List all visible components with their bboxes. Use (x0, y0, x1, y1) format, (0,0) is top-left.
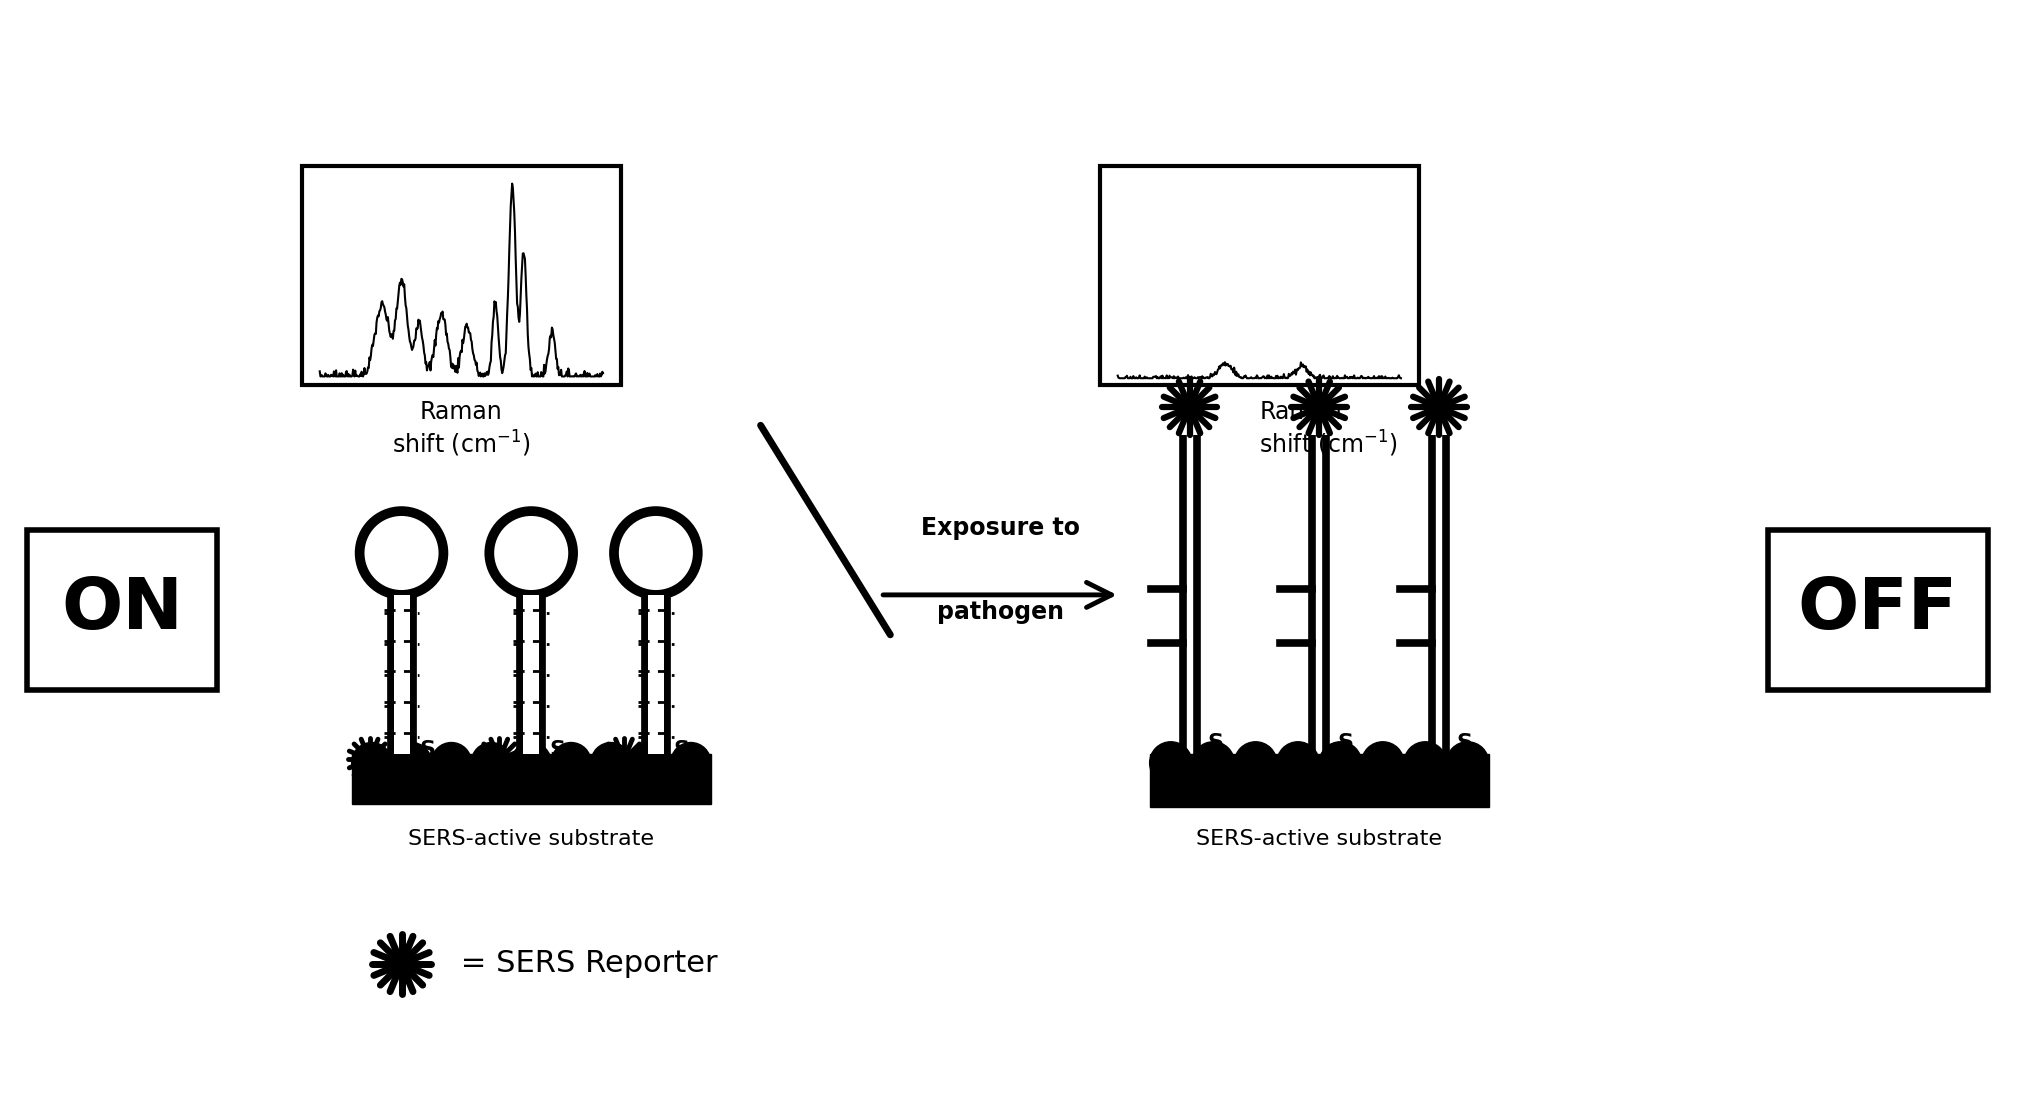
Text: ON: ON (61, 576, 184, 644)
Circle shape (551, 743, 591, 782)
Bar (351, 755, 710, 804)
Text: = SERS Reporter: = SERS Reporter (452, 949, 718, 978)
Text: S: S (1208, 733, 1224, 753)
Bar (1769, 530, 1987, 690)
Circle shape (631, 743, 672, 782)
Text: S: S (674, 739, 690, 759)
Circle shape (672, 743, 710, 782)
Circle shape (1319, 741, 1361, 785)
Text: S: S (420, 739, 436, 759)
Circle shape (591, 743, 631, 782)
Circle shape (371, 523, 432, 583)
Text: OFF: OFF (1797, 576, 1959, 644)
Circle shape (1277, 741, 1319, 785)
Text: S: S (1337, 733, 1353, 753)
Circle shape (351, 743, 391, 782)
Text: SERS-active substrate: SERS-active substrate (407, 829, 654, 850)
Circle shape (625, 523, 686, 583)
Bar (393, 594, 409, 755)
Text: pathogen: pathogen (936, 600, 1063, 624)
Text: Raman
shift (cm$^{-1}$): Raman shift (cm$^{-1}$) (391, 400, 530, 460)
Circle shape (500, 523, 561, 583)
Text: SERS-active substrate: SERS-active substrate (1196, 829, 1442, 850)
Circle shape (391, 743, 432, 782)
Text: S: S (1456, 733, 1472, 753)
Circle shape (510, 743, 551, 782)
Circle shape (1404, 741, 1446, 785)
Circle shape (1192, 741, 1234, 785)
Bar (647, 594, 664, 755)
Circle shape (1446, 741, 1489, 785)
FancyArrowPatch shape (883, 582, 1111, 608)
Bar (522, 594, 539, 755)
Circle shape (1234, 741, 1277, 785)
Bar (303, 166, 621, 386)
Circle shape (1150, 741, 1192, 785)
Circle shape (1361, 741, 1404, 785)
Bar (1150, 755, 1489, 808)
Text: S: S (549, 739, 565, 759)
Text: Raman
shift (cm$^{-1}$): Raman shift (cm$^{-1}$) (1259, 400, 1398, 460)
Bar (1099, 166, 1420, 386)
Text: Exposure to: Exposure to (920, 516, 1079, 540)
Circle shape (472, 743, 510, 782)
Circle shape (432, 743, 472, 782)
Bar (28, 530, 218, 690)
